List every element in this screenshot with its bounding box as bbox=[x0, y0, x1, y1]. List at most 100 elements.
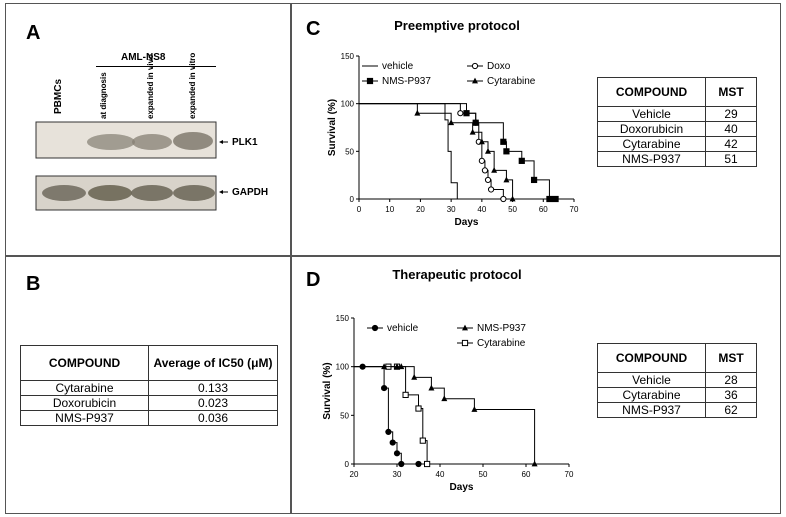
lane-label-in-vivo: expanded in vivo bbox=[146, 54, 155, 119]
survival-chart-therapeutic: 20 30 40 50 60 70 0 50 100 150 Days Survival (%) veh… bbox=[322, 314, 574, 493]
series-line bbox=[359, 103, 556, 200]
data-point bbox=[448, 119, 455, 126]
data-point bbox=[484, 176, 492, 184]
legend-marker bbox=[371, 324, 379, 332]
data-point bbox=[428, 384, 435, 391]
series-vehicle bbox=[359, 103, 458, 199]
data-point bbox=[500, 138, 507, 145]
band-plk1-lane2 bbox=[87, 134, 135, 150]
data-point bbox=[441, 395, 448, 402]
data-point bbox=[393, 450, 401, 457]
legend-marker bbox=[461, 339, 469, 347]
data-point bbox=[411, 373, 418, 380]
table-row: NMS-P937 62 bbox=[597, 402, 757, 418]
legend-marker bbox=[366, 77, 374, 85]
x-tick-label: 60 bbox=[522, 470, 531, 479]
series-line bbox=[359, 103, 458, 199]
data-point bbox=[481, 167, 489, 174]
data-point bbox=[500, 195, 507, 203]
arrow-plk1 bbox=[219, 140, 228, 144]
y-tick-label: 50 bbox=[340, 411, 349, 420]
data-point bbox=[415, 405, 422, 412]
panel-a-label: A bbox=[26, 22, 41, 44]
table-row: Cytarabine 0.133 bbox=[20, 380, 278, 396]
series-cytarabine bbox=[359, 103, 516, 202]
y-tick-label: 0 bbox=[345, 460, 350, 469]
aml-group-bar bbox=[96, 66, 216, 67]
table-row: Doxorubicin 40 bbox=[597, 121, 757, 137]
lane-label-in-vitro: expanded in vitro bbox=[188, 53, 197, 119]
data-point bbox=[471, 406, 478, 412]
legend-marker bbox=[472, 77, 478, 84]
data-point bbox=[414, 109, 421, 116]
data-point bbox=[509, 195, 516, 202]
legend: vehicle NMS-P937 Cytarabine bbox=[367, 323, 526, 349]
data-point bbox=[469, 128, 476, 135]
x-tick-label: 50 bbox=[508, 205, 517, 214]
y-tick-label: 100 bbox=[341, 100, 355, 109]
legend-label: Cytarabine bbox=[477, 338, 526, 349]
x-tick-label: 10 bbox=[385, 205, 394, 214]
blot-plk1 bbox=[35, 121, 217, 159]
panel-d-title: Therapeutic protocol bbox=[392, 267, 522, 282]
data-point bbox=[402, 391, 409, 398]
table-row: NMS-P937 0.036 bbox=[20, 410, 278, 426]
series-line bbox=[354, 366, 428, 464]
arrow-gapdh bbox=[219, 190, 228, 194]
data-point bbox=[424, 460, 431, 468]
data-point bbox=[415, 460, 422, 468]
data-point bbox=[398, 460, 405, 468]
mst-table-preemptive: COMPOUND MST Vehicle 29 Doxorubicin 40 Cyta… bbox=[597, 77, 757, 167]
legend-label: vehicle bbox=[382, 61, 414, 72]
x-axis-label: Days bbox=[455, 217, 479, 228]
data-point bbox=[546, 195, 553, 203]
y-axis-label: Survival (%) bbox=[327, 99, 338, 156]
data-point bbox=[463, 110, 470, 117]
legend-label: Cytarabine bbox=[487, 76, 536, 87]
legend-label: NMS-P937 bbox=[382, 76, 431, 87]
western-blot: PBMCs at diagnosis expanded in vivo expa… bbox=[35, 53, 268, 211]
data-point bbox=[381, 363, 388, 370]
data-point bbox=[457, 110, 464, 117]
series-nms-p937 bbox=[354, 363, 538, 467]
legend: vehicle Doxo NMS-P937 Cytarabine bbox=[362, 61, 536, 87]
ic50-table: COMPOUND Average of IC50 (μM) Cytarabine… bbox=[20, 345, 278, 426]
data-point bbox=[385, 428, 392, 435]
legend-label: vehicle bbox=[387, 323, 419, 334]
series-nms-p937 bbox=[359, 103, 559, 203]
data-point bbox=[398, 363, 405, 370]
panel-c: C Preemptive protocol 0 10 20 30 40 50 60 70 0 50… bbox=[291, 3, 781, 256]
data-point bbox=[552, 195, 559, 203]
panel-d: D Therapeutic protocol 20 30 40 50 60 70 0 50 10… bbox=[291, 256, 781, 514]
x-tick-label: 40 bbox=[436, 470, 445, 479]
ic50-header-value: Average of IC50 (μM) bbox=[148, 345, 278, 381]
series-cytarabine bbox=[354, 363, 431, 468]
table-row: Cytarabine 36 bbox=[597, 387, 757, 403]
data-point bbox=[478, 157, 485, 164]
legend-label: NMS-P937 bbox=[477, 323, 526, 334]
series-vehicle bbox=[354, 363, 422, 468]
y-tick-label: 100 bbox=[336, 363, 350, 372]
x-tick-label: 20 bbox=[416, 205, 425, 214]
data-point bbox=[503, 176, 510, 183]
table-row: Cytarabine 42 bbox=[597, 136, 757, 152]
x-axis-label: Days bbox=[450, 482, 474, 493]
x-tick-label: 30 bbox=[447, 205, 456, 214]
lane-label-diagnosis: at diagnosis bbox=[99, 72, 108, 119]
panel-b-label: B bbox=[26, 273, 41, 295]
series-doxo bbox=[359, 103, 507, 203]
x-tick-label: 60 bbox=[539, 205, 548, 214]
table-row: Doxorubicin 0.023 bbox=[20, 395, 278, 411]
panel-d-label: D bbox=[306, 269, 321, 291]
lane-label-pbmcs: PBMCs bbox=[53, 79, 64, 114]
x-tick-label: 20 bbox=[350, 470, 359, 479]
blot-label-plk1: PLK1 bbox=[232, 137, 258, 148]
data-point bbox=[381, 384, 388, 392]
panel-c-title: Preemptive protocol bbox=[394, 18, 520, 33]
mst-table-therapeutic: COMPOUND MST Vehicle 28 Cytarabine 36 NMS-P… bbox=[597, 343, 757, 418]
table-row: NMS-P937 51 bbox=[597, 151, 757, 167]
table-row: Vehicle 28 bbox=[597, 372, 757, 388]
series-line bbox=[354, 366, 419, 465]
x-tick-label: 40 bbox=[477, 205, 486, 214]
table-row: Vehicle 29 bbox=[597, 106, 757, 122]
